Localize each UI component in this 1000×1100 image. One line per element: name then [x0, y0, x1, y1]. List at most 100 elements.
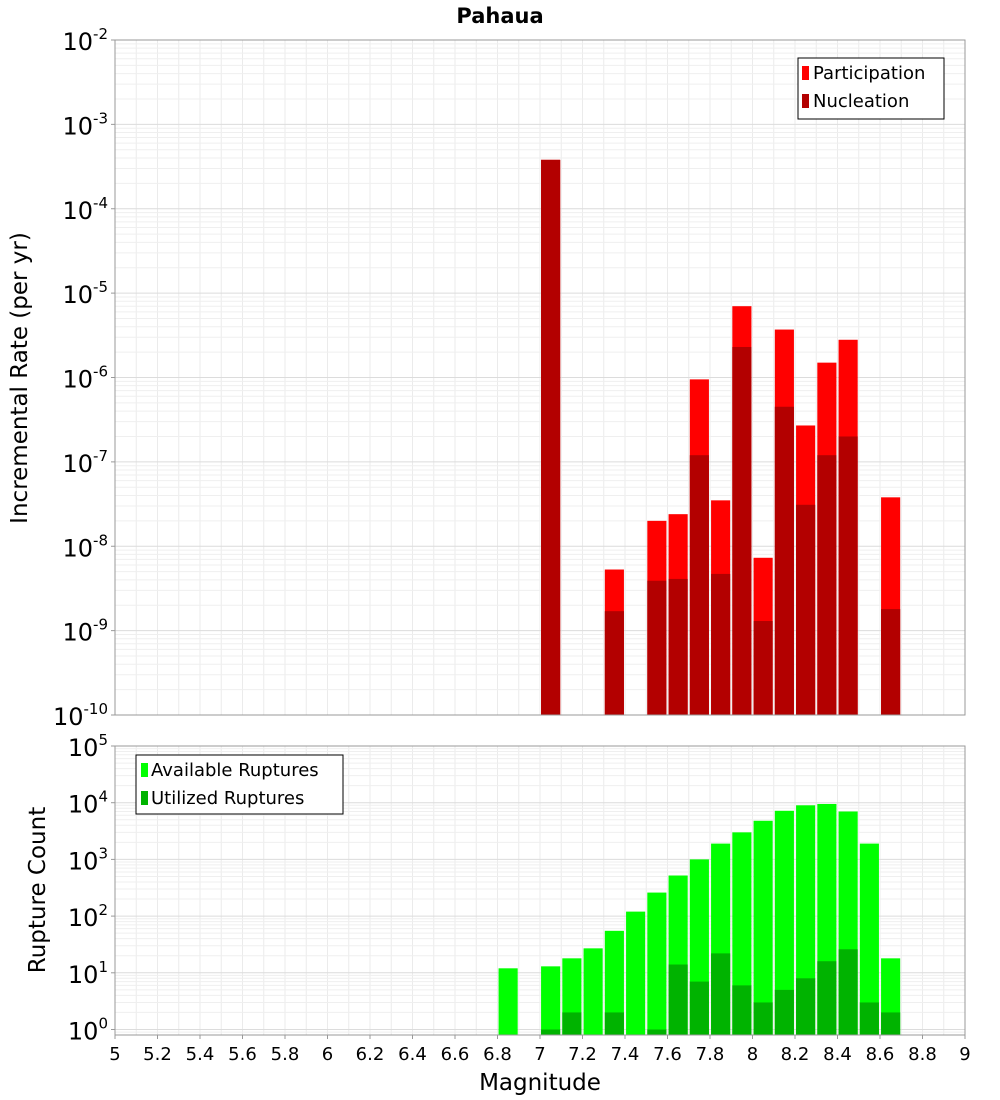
top-bar-s2	[711, 573, 731, 715]
top-panel: 10-10 10-9 10-8 10-7 10-6 10-5 10-4 10-3 10-2 In…	[7, 25, 966, 731]
top-y-tick-label: 10-2	[62, 25, 108, 56]
bottom-bar-s2	[562, 1012, 582, 1035]
legend-swatch-participation	[802, 66, 809, 80]
top-bar-s2	[838, 436, 858, 715]
bottom-legend-box	[135, 754, 344, 815]
x-tick-label: 7.2	[568, 1044, 597, 1065]
x-tick-label: 5.4	[186, 1044, 215, 1065]
legend-label-nucleation: Nucleation	[813, 91, 909, 112]
top-legend: Participation Nucleation	[797, 57, 945, 120]
top-y-tick-label: 10-5	[62, 278, 108, 309]
bottom-y-tick-label: 100	[68, 1015, 108, 1046]
top-bar-s2	[732, 346, 752, 715]
bottom-bar-s1	[541, 966, 561, 1035]
x-tick-label: 5	[109, 1044, 120, 1065]
bottom-bar-s2	[668, 964, 688, 1035]
bottom-bar-s2	[774, 989, 794, 1035]
x-tick-label: 6.2	[356, 1044, 385, 1065]
bottom-bar-s1	[796, 805, 816, 1035]
top-y-tick-label: 10-3	[62, 109, 108, 140]
x-tick-label: 9	[959, 1044, 970, 1065]
bottom-legend: Available Ruptures Utilized Ruptures	[135, 754, 344, 815]
bottom-bar-s2	[753, 1002, 773, 1035]
x-tick-label: 6	[322, 1044, 333, 1065]
top-bar-s2	[604, 611, 624, 715]
top-y-tick-label: 10-4	[62, 194, 108, 225]
bottom-bar-s1	[774, 810, 794, 1035]
top-bar-s2	[541, 159, 561, 716]
legend-swatch-nucleation	[802, 94, 809, 108]
x-tick-label: 6.4	[398, 1044, 427, 1065]
top-bar-s2	[647, 580, 667, 715]
bottom-bar-s2	[732, 985, 752, 1035]
bottom-bar-s2	[859, 1002, 879, 1035]
top-y-tick-label: 10-6	[62, 363, 108, 394]
legend-swatch-available-ruptures	[141, 763, 148, 777]
x-tick-label: 7	[534, 1044, 545, 1065]
top-y-tick-label: 10-9	[62, 616, 108, 647]
top-legend-box	[797, 57, 945, 120]
bottom-bar-s1	[859, 843, 879, 1035]
bottom-bar-s2	[817, 961, 837, 1035]
x-tick-label: 8.4	[823, 1044, 852, 1065]
bottom-bar-s1	[604, 930, 624, 1035]
bottom-bar-s2	[541, 1029, 561, 1035]
bottom-bar-s1	[732, 832, 752, 1035]
x-tick-label: 7.4	[611, 1044, 640, 1065]
bottom-bar-s2	[796, 978, 816, 1035]
bottom-y-tick-label: 105	[68, 731, 108, 762]
x-tick-label: 8.6	[866, 1044, 895, 1065]
x-axis-label: Magnitude	[479, 1070, 601, 1096]
legend-label-available-ruptures: Available Ruptures	[151, 760, 319, 781]
bottom-bar-s2	[838, 949, 858, 1035]
top-y-tick-label: 10-7	[62, 447, 108, 478]
top-y-axis-label: Incremental Rate (per yr)	[7, 232, 33, 524]
top-bar-s2	[689, 455, 709, 715]
top-y-tick-label: 10-10	[53, 700, 108, 731]
top-bar-s2	[753, 621, 773, 715]
x-tick-label: 8	[747, 1044, 758, 1065]
bottom-y-axis-label: Rupture Count	[25, 807, 51, 973]
bottom-x-ticks: 5 5.2 5.4 5.6 5.8 6 6.2 6.4 6.6 6.8 7 7.2 7.4 7.6 7.8 8…	[109, 1035, 971, 1065]
legend-label-participation: Participation	[813, 63, 925, 84]
x-tick-label: 7.6	[653, 1044, 682, 1065]
top-bar-s2	[668, 578, 688, 715]
x-tick-label: 7.8	[696, 1044, 725, 1065]
top-grid	[114, 39, 966, 716]
bottom-bar-s1	[626, 911, 646, 1035]
top-y-ticks: 10-10 10-9 10-8 10-7 10-6 10-5 10-4 10-3 10-2	[53, 25, 115, 731]
bottom-bar-s2	[604, 1012, 624, 1035]
bottom-bar-s2	[647, 1029, 667, 1035]
legend-label-utilized-ruptures: Utilized Ruptures	[151, 788, 304, 809]
x-tick-label: 6.6	[441, 1044, 470, 1065]
top-bars	[541, 159, 901, 716]
x-tick-label: 6.8	[483, 1044, 512, 1065]
x-tick-label: 8.2	[781, 1044, 810, 1065]
bottom-bar-s1	[647, 892, 667, 1035]
bottom-bar-s1	[498, 968, 518, 1035]
chart-title: Pahaua	[456, 4, 543, 28]
bottom-bar-s2	[881, 1012, 901, 1035]
x-tick-label: 5.6	[228, 1044, 257, 1065]
bottom-bar-s1	[583, 948, 603, 1035]
x-tick-label: 5.8	[271, 1044, 300, 1065]
bottom-panel: 100 101 102 103 104 105 5 5.2 5.4 5.6 5.8 6 6.2 6.4 6…	[25, 731, 971, 1096]
top-bar-s2	[881, 609, 901, 715]
bottom-bar-s2	[689, 981, 709, 1035]
bottom-y-tick-label: 101	[68, 958, 108, 989]
top-bar-s2	[796, 504, 816, 715]
bottom-y-tick-label: 102	[68, 901, 108, 932]
bottom-bar-s1	[753, 820, 773, 1035]
x-tick-label: 8.8	[908, 1044, 937, 1065]
top-bar-s2	[774, 406, 794, 715]
bottom-y-tick-label: 104	[68, 788, 108, 819]
top-bar-s2	[817, 455, 837, 715]
legend-swatch-utilized-ruptures	[141, 791, 148, 805]
bottom-y-ticks: 100 101 102 103 104 105	[68, 731, 115, 1046]
x-tick-label: 5.2	[143, 1044, 172, 1065]
bottom-y-tick-label: 103	[68, 844, 108, 875]
bottom-bar-s2	[711, 953, 731, 1035]
top-y-tick-label: 10-8	[62, 531, 108, 562]
bottom-bars	[498, 803, 901, 1035]
